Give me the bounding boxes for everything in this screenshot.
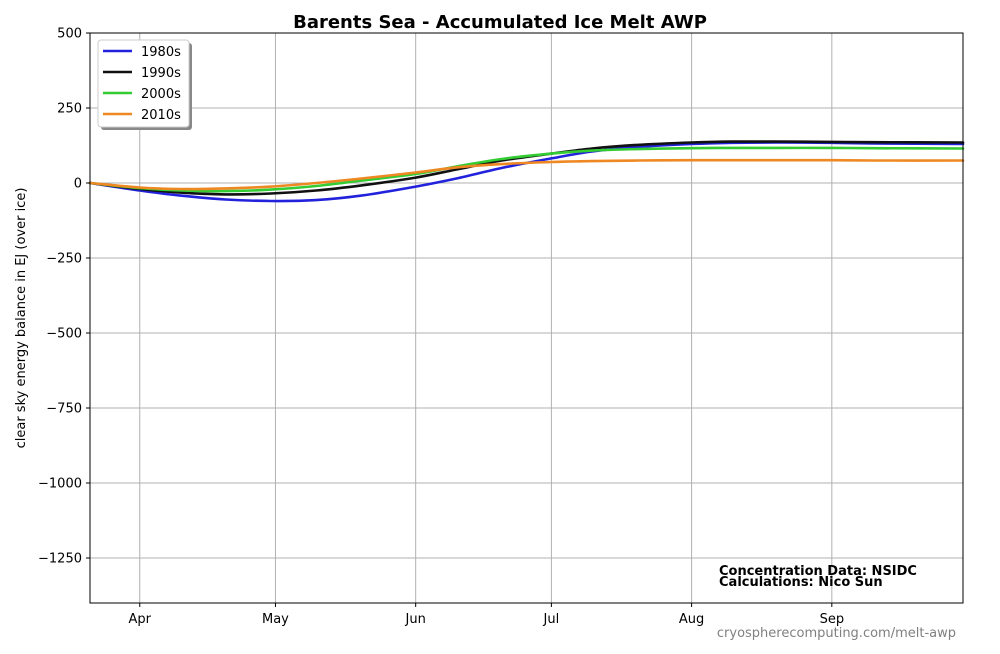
- y-tick-label: 500: [57, 27, 82, 42]
- credit-calculations: Calculations: Nico Sun: [719, 575, 883, 590]
- chart-title: Barents Sea - Accumulated Ice Melt AWP: [293, 12, 707, 33]
- series-line-2010s: [88, 158, 965, 191]
- legend: 1980s 1990s 2000s 2010s: [97, 39, 192, 130]
- y-tick-label: 0: [74, 177, 82, 192]
- y-tick-label: −250: [46, 252, 82, 267]
- legend-label-2010s: 2010s: [141, 108, 181, 123]
- legend-label-1980s: 1980s: [141, 45, 181, 60]
- y-tick-label: −1000: [38, 477, 82, 492]
- grid-lines: [90, 32, 963, 603]
- plot-area: [88, 32, 965, 604]
- x-axis-ticks: Apr May Jun Jul Aug Sep: [129, 603, 845, 627]
- legend-label-2000s: 2000s: [141, 87, 181, 102]
- legend-box: [97, 39, 190, 128]
- plot-frame: [89, 32, 964, 604]
- y-tick-label: 250: [57, 102, 82, 117]
- credit-concentration-data: Concentration Data: NSIDC: [719, 564, 917, 579]
- x-tick-label: Apr: [129, 612, 152, 627]
- y-tick-label: −500: [46, 327, 82, 342]
- plot-background: [90, 33, 963, 603]
- series-lines: [88, 140, 965, 203]
- x-tick-label: Jun: [405, 612, 426, 627]
- x-tick-label: May: [262, 612, 289, 627]
- x-tick-label: Aug: [679, 612, 704, 627]
- legend-items: 1980s 1990s 2000s 2010s: [103, 45, 181, 123]
- y-axis-ticks: 500 250 0 −250 −500 −750 −1000 −1250: [38, 27, 90, 567]
- y-tick-label: −750: [46, 402, 82, 417]
- legend-label-1990s: 1990s: [141, 66, 181, 81]
- x-tick-label: Jul: [543, 612, 560, 627]
- y-tick-label: −1250: [38, 552, 82, 567]
- x-tick-label: Sep: [820, 612, 845, 627]
- series-line-1990s: [88, 140, 965, 196]
- source-url: cryospherecomputing.com/melt-awp: [717, 626, 956, 641]
- series-line-2000s: [88, 146, 965, 193]
- y-axis-label: clear sky energy balance in EJ (over ice…: [14, 188, 29, 449]
